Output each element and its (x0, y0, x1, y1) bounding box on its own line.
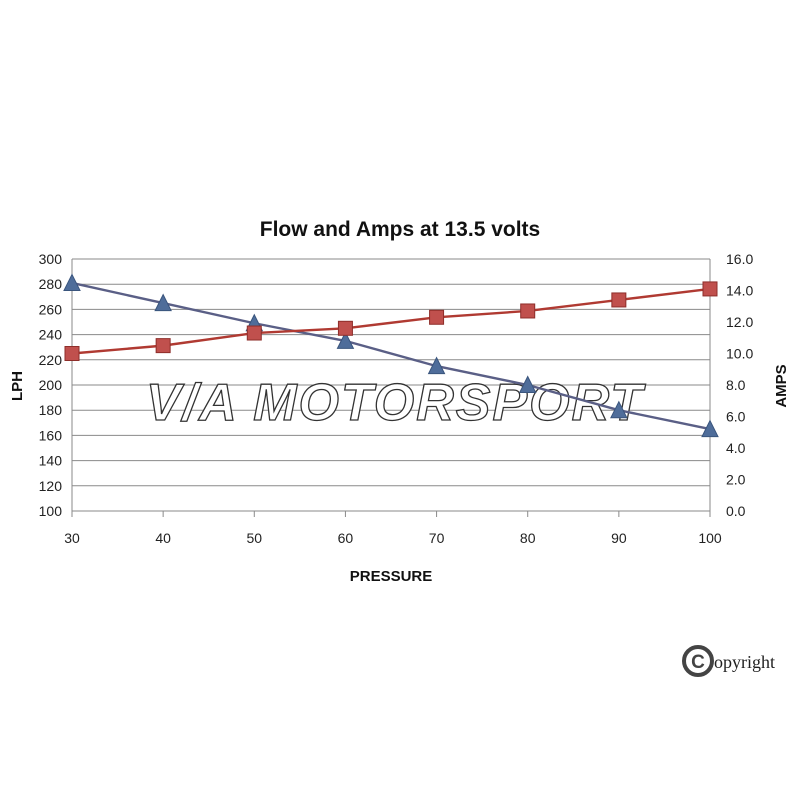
y-tick-label: 240 (39, 327, 63, 343)
y-tick-label: 160 (39, 427, 63, 443)
data-point-triangle (610, 400, 628, 419)
y2-axis-ticks: 0.0 2.0 4.0 6.0 8.0 10.0 12.0 14.0 16.0 (726, 251, 753, 519)
series-line (71, 287, 711, 355)
data-point-square (155, 338, 171, 354)
y-tick-label: 100 (39, 503, 63, 519)
data-point-square (702, 281, 718, 297)
chart-title: Flow and Amps at 13.5 volts (260, 218, 540, 241)
y-tick-label: 220 (39, 352, 63, 368)
copyright-text: opyright (714, 652, 775, 672)
copyright-mark: C opyright (682, 645, 775, 677)
data-point-triangle (518, 375, 537, 393)
x-tick-label: 70 (429, 530, 445, 546)
x-tick-label: 60 (338, 530, 354, 546)
data-point-square (337, 320, 353, 336)
x-tick-label: 90 (611, 530, 627, 546)
y-tick-label: 280 (39, 276, 63, 292)
y-tick-label: 200 (39, 377, 63, 393)
data-point-square (246, 325, 262, 341)
data-point-triangle (63, 273, 81, 291)
data-point-triangle (336, 331, 355, 349)
x-tick-label: 50 (246, 530, 262, 546)
y-axis-ticks: 100 120 140 160 180 200 220 240 260 280 300 (39, 251, 63, 519)
y2-tick-label: 16.0 (726, 251, 753, 267)
y-axis-label: LPH (9, 371, 26, 401)
series-triangles (63, 273, 719, 438)
x-tick-label: 100 (698, 530, 722, 546)
y2-tick-label: 2.0 (726, 472, 746, 488)
x-axis-ticks: 30 40 50 60 70 80 90 100 (64, 530, 722, 546)
data-point-triangle (154, 293, 172, 312)
data-point-square (429, 309, 445, 325)
y-tick-label: 140 (39, 453, 63, 469)
copyright-symbol: C (691, 652, 705, 673)
y2-tick-label: 0.0 (726, 503, 746, 519)
data-point-triangle (701, 419, 719, 438)
x-tick-label: 40 (155, 530, 171, 546)
copyright-circle (682, 645, 714, 677)
data-point-square (520, 303, 536, 319)
series-line (71, 281, 711, 431)
y2-tick-label: 6.0 (726, 409, 746, 425)
watermark-logo: V/A MOTORSPORT (146, 374, 646, 432)
series-layer (63, 273, 719, 438)
y2-tick-label: 12.0 (726, 314, 753, 330)
series-squares (64, 281, 718, 361)
y-tick-label: 180 (39, 402, 63, 418)
x-axis-label: PRESSURE (350, 568, 433, 585)
y-tick-label: 260 (39, 301, 63, 317)
grid (71, 258, 711, 517)
y-tick-label: 300 (39, 251, 63, 267)
y2-tick-label: 8.0 (726, 377, 746, 393)
y2-tick-label: 14.0 (726, 283, 753, 299)
data-point-triangle (427, 356, 446, 375)
y2-tick-label: 10.0 (726, 346, 753, 362)
data-point-square (611, 292, 627, 308)
y2-axis-label: AMPS (773, 364, 790, 407)
y-tick-label: 120 (39, 478, 63, 494)
data-point-square (64, 346, 80, 361)
y2-tick-label: 4.0 (726, 440, 746, 456)
x-tick-label: 80 (520, 530, 536, 546)
x-tick-label: 30 (64, 530, 80, 546)
